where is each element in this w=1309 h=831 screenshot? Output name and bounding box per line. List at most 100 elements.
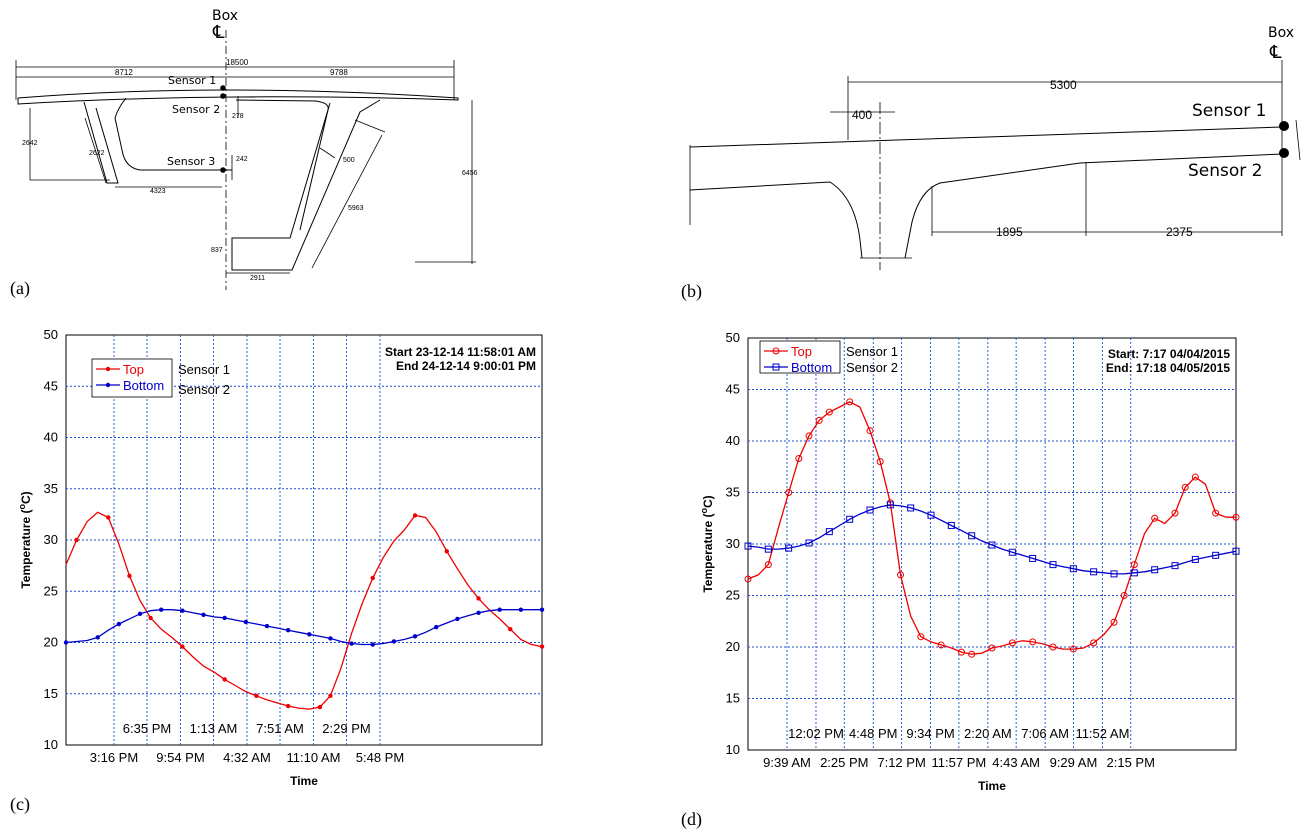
point-top (968, 650, 976, 658)
point-bottom (947, 521, 955, 529)
point-top (106, 515, 111, 520)
info-line-2: End 24-12-14 9:00:01 PM (396, 359, 536, 373)
y-tick-label: 15 (726, 691, 740, 706)
dim-837: 837 (211, 247, 223, 254)
point-top (1130, 561, 1138, 569)
point-bottom (1191, 555, 1199, 563)
point-bottom (434, 624, 439, 630)
point-top (1232, 513, 1240, 521)
y-tick-label: 15 (44, 686, 58, 701)
point-top (1191, 473, 1199, 481)
point-top (795, 455, 803, 463)
point-top (897, 571, 904, 579)
point-bottom (1151, 566, 1159, 574)
y-tick-label: 35 (726, 485, 740, 500)
point-bottom (518, 607, 524, 612)
point-top (1151, 514, 1159, 522)
y-tick-label: 25 (44, 583, 58, 598)
point-bottom (159, 607, 164, 612)
point-bottom (1171, 562, 1179, 570)
point-top (148, 615, 153, 621)
y-tick-label: 30 (44, 532, 58, 547)
panel-label-b: (b) (681, 281, 702, 302)
legend-label-top: Top (123, 362, 144, 377)
dim-2375: 2375 (1166, 225, 1193, 239)
point-bottom (63, 640, 69, 645)
point-bottom (846, 515, 854, 523)
point-top (764, 561, 772, 569)
x-tick-label: 3:16 PM (90, 750, 138, 765)
panel-label-a: (a) (10, 278, 30, 299)
point-top (866, 427, 874, 435)
dim-400: 400 (852, 108, 872, 122)
point-top (1212, 509, 1220, 517)
point-top (815, 416, 823, 424)
point-top (127, 573, 132, 579)
legend-marker (105, 382, 111, 388)
dim-6456: 6456 (462, 170, 478, 177)
y-tick-label: 35 (44, 481, 58, 496)
info-line-1: Start: 7:17 04/04/2015 (1108, 347, 1230, 361)
legend-extra-1: Sensor 1 (178, 362, 230, 377)
point-top (74, 537, 79, 543)
point-bottom (328, 636, 333, 641)
sensor-1-dot (220, 85, 226, 91)
sensor-3-dot (220, 167, 226, 173)
series-line-top (747, 401, 1236, 655)
point-bottom (497, 607, 502, 612)
point-bottom (180, 608, 185, 613)
y-tick-label: 40 (44, 430, 58, 445)
dim-8712: 8712 (115, 68, 133, 77)
panel-label-d: (d) (681, 809, 702, 830)
point-bottom (1090, 568, 1098, 576)
dim-2911: 2911 (250, 275, 265, 282)
point-bottom (137, 611, 143, 616)
point-bottom (886, 501, 894, 509)
x-tick-label-top: 7:06 AM (1021, 726, 1069, 741)
y-tick-label: 50 (44, 327, 58, 342)
point-bottom (1130, 569, 1138, 577)
sensor-2-dot-b (1279, 148, 1289, 158)
point-bottom (243, 619, 249, 625)
point-top (370, 575, 375, 581)
point-top (825, 408, 833, 416)
y-tick-label: 10 (44, 737, 58, 752)
sensor-1-label-a: Sensor 1 (168, 74, 216, 87)
x-tick-label: 9:29 AM (1050, 755, 1098, 770)
point-top (785, 489, 793, 496)
point-bottom (988, 541, 996, 549)
point-top (1008, 639, 1016, 647)
x-tick-label: 9:39 AM (763, 755, 811, 770)
x-tick-label: 7:12 PM (877, 755, 925, 770)
legend-box (91, 358, 173, 398)
point-bottom (476, 610, 481, 615)
point-top (412, 513, 418, 518)
point-bottom (539, 607, 545, 612)
diagram-b (689, 60, 1301, 270)
point-bottom (307, 632, 312, 637)
x-axis-label: Time (978, 779, 1006, 793)
dim-4323: 4323 (150, 188, 166, 195)
x-tick-label: 9:54 PM (156, 750, 204, 765)
point-bottom (370, 642, 375, 647)
x-tick-label-top: 11:52 AM (1075, 726, 1129, 741)
point-top (317, 704, 323, 710)
point-top (958, 648, 965, 656)
x-tick-label: 4:32 AM (223, 750, 271, 765)
point-bottom (744, 542, 752, 550)
y-tick-label: 20 (726, 639, 740, 654)
x-tick-label: 2:25 PM (820, 755, 868, 770)
point-bottom (866, 506, 874, 514)
point-bottom (1069, 565, 1077, 573)
legend-label-bottom: Bottom (123, 378, 164, 393)
y-tick-label: 20 (44, 635, 58, 650)
point-bottom (785, 544, 793, 552)
sensor-3-label-a: Sensor 3 (167, 155, 215, 168)
point-top (285, 703, 291, 709)
y-tick-label: 10 (726, 742, 740, 757)
diagram-a (15, 30, 476, 290)
centerline-symbol-b: ℄ (1269, 42, 1282, 63)
dim-5300: 5300 (1050, 78, 1077, 92)
x-tick-label: 11:10 AM (286, 750, 340, 765)
legend-extra-1: Sensor 1 (846, 344, 898, 359)
